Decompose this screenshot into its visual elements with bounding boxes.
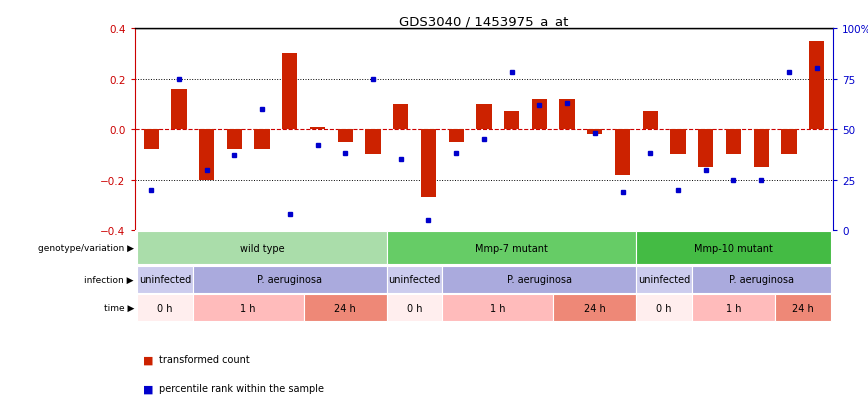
Text: infection ▶: infection ▶ [84, 275, 134, 284]
Text: 0 h: 0 h [157, 303, 173, 313]
Text: P. aeruginosa: P. aeruginosa [729, 275, 793, 285]
Text: 24 h: 24 h [584, 303, 606, 313]
Bar [692, 266, 831, 293]
Bar [636, 266, 692, 293]
Bar [310, 127, 326, 130]
Title: GDS3040 / 1453975_a_at: GDS3040 / 1453975_a_at [399, 15, 569, 28]
Text: 24 h: 24 h [334, 303, 356, 313]
Bar [304, 294, 387, 322]
Bar [775, 294, 831, 322]
Bar [282, 54, 298, 130]
Bar [393, 104, 408, 130]
Text: ■: ■ [143, 354, 157, 364]
Text: P. aeruginosa: P. aeruginosa [507, 275, 572, 285]
Text: transformed count: transformed count [159, 354, 250, 364]
Bar [504, 112, 519, 130]
Bar [193, 294, 304, 322]
Bar [387, 294, 443, 322]
Bar [443, 294, 553, 322]
Text: uninfected: uninfected [389, 275, 441, 285]
Text: 24 h: 24 h [792, 303, 813, 313]
Bar [171, 90, 187, 130]
Text: 1 h: 1 h [240, 303, 256, 313]
Bar [809, 42, 825, 130]
Bar [642, 112, 658, 130]
Text: 0 h: 0 h [407, 303, 423, 313]
Bar [137, 231, 387, 265]
Text: genotype/variation ▶: genotype/variation ▶ [38, 244, 134, 252]
Bar [636, 294, 692, 322]
Bar [387, 266, 443, 293]
Bar [553, 294, 636, 322]
Bar [636, 231, 831, 265]
Bar [227, 130, 242, 150]
Bar [443, 266, 636, 293]
Text: Mmp-10 mutant: Mmp-10 mutant [694, 243, 773, 253]
Bar [753, 130, 769, 168]
Text: P. aeruginosa: P. aeruginosa [257, 275, 322, 285]
Text: Mmp-7 mutant: Mmp-7 mutant [475, 243, 548, 253]
Bar [670, 130, 686, 155]
Text: 1 h: 1 h [726, 303, 741, 313]
Bar [726, 130, 741, 155]
Bar [477, 104, 491, 130]
Text: wild type: wild type [240, 243, 285, 253]
Bar [781, 130, 797, 155]
Bar [692, 294, 775, 322]
Bar [254, 130, 270, 150]
Bar [421, 130, 436, 198]
Bar [193, 266, 387, 293]
Text: time ▶: time ▶ [103, 304, 134, 313]
Text: uninfected: uninfected [638, 275, 690, 285]
Bar [449, 130, 464, 142]
Bar [137, 294, 193, 322]
Text: uninfected: uninfected [139, 275, 191, 285]
Bar [587, 130, 602, 135]
Bar [199, 130, 214, 180]
Bar [615, 130, 630, 175]
Bar [338, 130, 353, 142]
Bar [698, 130, 713, 168]
Bar [365, 130, 381, 155]
Bar [387, 231, 636, 265]
Bar [137, 266, 193, 293]
Text: 1 h: 1 h [490, 303, 505, 313]
Text: ■: ■ [143, 383, 157, 393]
Bar [560, 100, 575, 130]
Text: 0 h: 0 h [656, 303, 672, 313]
Text: percentile rank within the sample: percentile rank within the sample [159, 383, 324, 393]
Bar [143, 130, 159, 150]
Bar [532, 100, 547, 130]
